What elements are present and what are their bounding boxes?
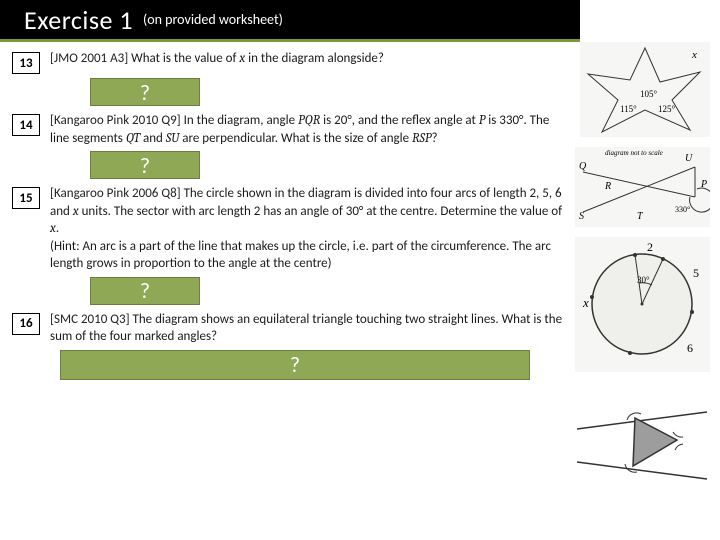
content-area: 13 [JMO 2001 A3] What is the value of x … — [0, 42, 720, 380]
question-number: 13 — [12, 52, 40, 74]
svg-text:6: 6 — [687, 341, 693, 355]
exercise-subtitle: (on provided worksheet) — [143, 11, 283, 28]
answer-reveal-16[interactable]: ? — [60, 350, 530, 380]
question-number: 15 — [12, 187, 40, 209]
svg-text:115°: 115° — [620, 104, 637, 114]
question-text: [Kangaroo Pink 2010 Q9] In the diagram, … — [50, 112, 570, 147]
svg-text:125°: 125° — [658, 104, 676, 114]
svg-text:330°: 330° — [675, 205, 690, 214]
svg-text:x: x — [691, 49, 697, 61]
svg-text:30°: 30° — [637, 275, 650, 285]
svg-text:P: P — [700, 179, 707, 190]
svg-text:R: R — [604, 181, 611, 192]
answer-reveal-15[interactable]: ? — [90, 277, 200, 305]
question-text: [JMO 2001 A3] What is the value of x in … — [50, 50, 384, 68]
question-number: 14 — [12, 114, 40, 136]
diagram-q14-angles: diagram not to scale Q R S T U P 330° — [575, 147, 710, 227]
svg-text:S: S — [579, 211, 584, 222]
svg-text:Q: Q — [579, 161, 587, 172]
svg-text:105°: 105° — [640, 89, 658, 99]
svg-text:2: 2 — [647, 240, 653, 254]
svg-text:diagram not to scale: diagram not to scale — [605, 149, 663, 157]
slide-header: Exercise 1 (on provided worksheet) — [0, 0, 580, 42]
answer-reveal-13[interactable]: ? — [90, 78, 200, 106]
diagram-q15-circle: 2 5 6 x 30° — [575, 237, 710, 372]
question-text: [Kangaroo Pink 2006 Q8] The circle shown… — [50, 185, 570, 273]
answer-reveal-14[interactable]: ? — [90, 151, 200, 179]
question-text: [SMC 2010 Q3] The diagram shows an equil… — [50, 311, 570, 346]
svg-text:U: U — [685, 153, 693, 164]
diagram-q13-star: 105° 115° 125° x — [580, 42, 710, 137]
svg-text:x: x — [582, 295, 589, 310]
exercise-title: Exercise 1 — [24, 4, 133, 36]
svg-text:5: 5 — [693, 266, 699, 280]
diagram-q16-triangle — [575, 404, 710, 486]
question-number: 16 — [12, 313, 40, 335]
